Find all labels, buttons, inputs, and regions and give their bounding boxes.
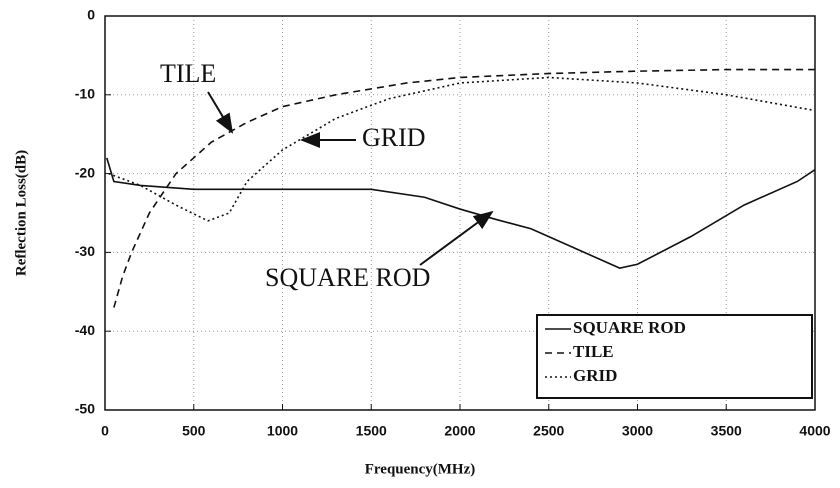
x-tick-label: 1500 <box>356 423 387 439</box>
y-tick-label: 0 <box>87 7 95 23</box>
series-line <box>106 157 816 269</box>
x-tick-label: 3000 <box>622 423 653 439</box>
y-tick-label: -30 <box>75 243 95 259</box>
x-tick-label: 2000 <box>444 423 475 439</box>
annotation-arrow <box>419 210 494 266</box>
legend-label: GRID <box>573 366 617 385</box>
annotation: SQUARE ROD <box>265 263 430 292</box>
x-tick-label: 2500 <box>533 423 564 439</box>
series-line <box>108 76 816 222</box>
y-tick-label: -50 <box>75 401 95 417</box>
x-tick-label: 1000 <box>267 423 298 439</box>
y-tick-label: -10 <box>75 86 95 102</box>
legend-label: TILE <box>573 342 614 361</box>
plot-frame <box>104 15 816 411</box>
annotation-arrow <box>207 91 234 134</box>
y-tick-label: -20 <box>75 164 95 180</box>
annotation: GRID <box>362 123 426 152</box>
x-tick-label: 500 <box>182 423 206 439</box>
x-tick-label: 3500 <box>711 423 742 439</box>
x-tick-label: 0 <box>101 423 109 439</box>
x-axis-label: Frequency(MHz) <box>365 461 476 477</box>
y-axis-label: Reflection Loss(dB) <box>13 150 29 276</box>
series-line <box>113 68 815 308</box>
x-tick-label: 4000 <box>799 423 830 439</box>
legend-box <box>536 314 813 399</box>
legend-label: SQUARE ROD <box>573 318 686 337</box>
annotation: TILE <box>160 59 216 88</box>
y-tick-label: -40 <box>75 322 95 338</box>
